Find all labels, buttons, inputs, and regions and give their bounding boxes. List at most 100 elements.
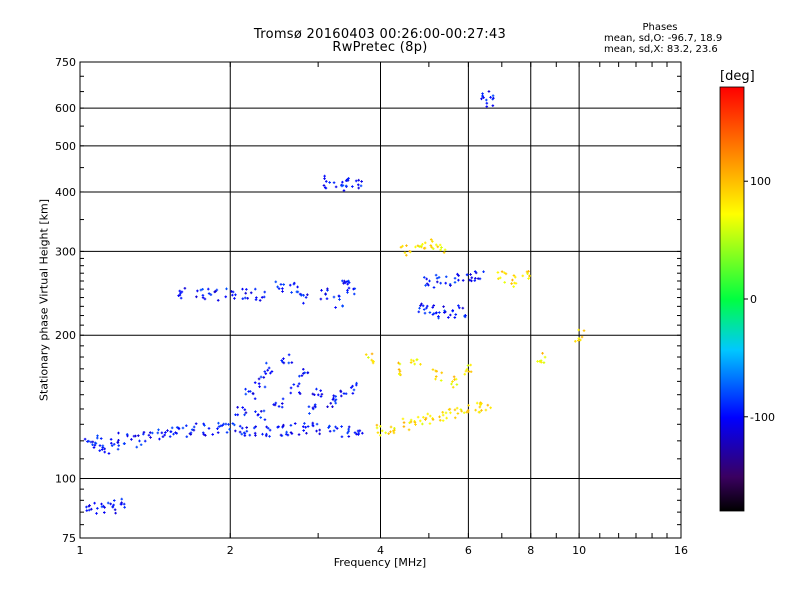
data-point xyxy=(457,274,460,277)
data-point xyxy=(384,431,387,435)
data-point xyxy=(217,425,221,428)
data-point xyxy=(438,418,442,422)
data-point xyxy=(304,296,308,299)
data-point xyxy=(287,361,291,365)
data-point xyxy=(405,244,408,247)
data-point xyxy=(307,405,311,409)
data-point xyxy=(357,186,360,190)
data-point xyxy=(480,402,483,405)
data-point xyxy=(268,435,271,438)
data-point xyxy=(423,241,427,245)
data-point xyxy=(273,403,277,407)
data-point xyxy=(88,504,91,507)
data-point xyxy=(87,508,91,512)
data-point xyxy=(247,390,250,393)
data-point xyxy=(322,184,326,187)
data-point xyxy=(440,371,444,375)
data-point xyxy=(346,282,349,286)
data-point xyxy=(437,276,441,279)
data-point xyxy=(298,392,302,396)
data-point xyxy=(256,413,260,417)
data-point xyxy=(234,413,237,417)
data-point xyxy=(431,368,435,371)
data-point xyxy=(201,296,205,299)
data-point xyxy=(513,281,516,285)
data-point xyxy=(263,385,267,389)
data-point xyxy=(434,311,438,315)
data-point xyxy=(117,444,121,447)
data-point xyxy=(344,184,348,188)
data-point xyxy=(103,450,107,454)
data-point xyxy=(137,434,140,437)
data-point xyxy=(259,375,263,379)
data-point xyxy=(303,422,306,425)
data-point xyxy=(489,96,492,99)
data-point xyxy=(542,361,546,364)
data-point xyxy=(246,296,249,300)
data-point xyxy=(122,502,126,506)
data-point xyxy=(442,251,446,254)
data-point xyxy=(370,352,374,356)
data-point xyxy=(356,183,360,187)
data-point xyxy=(389,430,392,434)
data-point xyxy=(240,432,244,436)
data-point xyxy=(375,423,379,427)
data-point xyxy=(397,368,401,371)
data-point xyxy=(481,94,484,98)
data-point xyxy=(376,431,380,434)
data-point xyxy=(249,291,253,295)
data-point xyxy=(117,431,120,435)
data-point xyxy=(434,377,437,381)
data-point xyxy=(112,442,116,446)
data-point xyxy=(85,505,88,509)
data-point xyxy=(347,425,351,429)
data-point xyxy=(431,418,435,421)
data-point xyxy=(415,358,419,362)
data-point xyxy=(313,404,317,408)
data-point xyxy=(347,279,350,283)
data-point xyxy=(351,392,355,395)
data-point xyxy=(462,411,466,415)
data-point xyxy=(422,276,426,279)
data-point xyxy=(352,292,356,296)
y-axis-label: Stationary phase Virtual Height [km] xyxy=(37,198,51,402)
data-point xyxy=(476,277,480,280)
data-point xyxy=(423,311,427,315)
data-point xyxy=(425,304,429,308)
data-point xyxy=(474,277,477,280)
data-point xyxy=(500,270,504,273)
y-tick-label: 100 xyxy=(55,473,76,486)
data-point xyxy=(474,408,477,412)
data-point xyxy=(435,280,439,284)
data-point xyxy=(485,98,488,102)
data-point xyxy=(284,432,288,436)
data-point xyxy=(243,296,247,300)
data-point xyxy=(469,273,472,276)
data-point xyxy=(297,433,301,436)
data-point xyxy=(422,308,426,311)
data-point xyxy=(447,316,450,319)
data-point xyxy=(425,282,429,286)
data-point xyxy=(286,433,290,437)
data-point xyxy=(447,408,451,411)
data-point xyxy=(134,434,137,438)
data-point xyxy=(473,270,477,273)
data-point xyxy=(201,287,204,291)
data-point xyxy=(456,412,460,415)
data-point xyxy=(441,419,445,422)
data-point xyxy=(168,435,172,438)
data-point xyxy=(413,362,416,366)
data-point xyxy=(453,408,457,412)
data-point xyxy=(92,446,96,449)
data-point xyxy=(302,425,305,428)
data-point xyxy=(280,402,284,405)
data-point xyxy=(269,371,272,375)
data-point xyxy=(445,416,448,420)
data-point xyxy=(431,240,434,243)
data-point xyxy=(428,279,431,283)
data-point xyxy=(318,432,321,436)
data-point xyxy=(123,506,126,509)
data-point xyxy=(431,247,435,251)
data-point xyxy=(103,506,106,509)
data-point xyxy=(202,422,205,426)
